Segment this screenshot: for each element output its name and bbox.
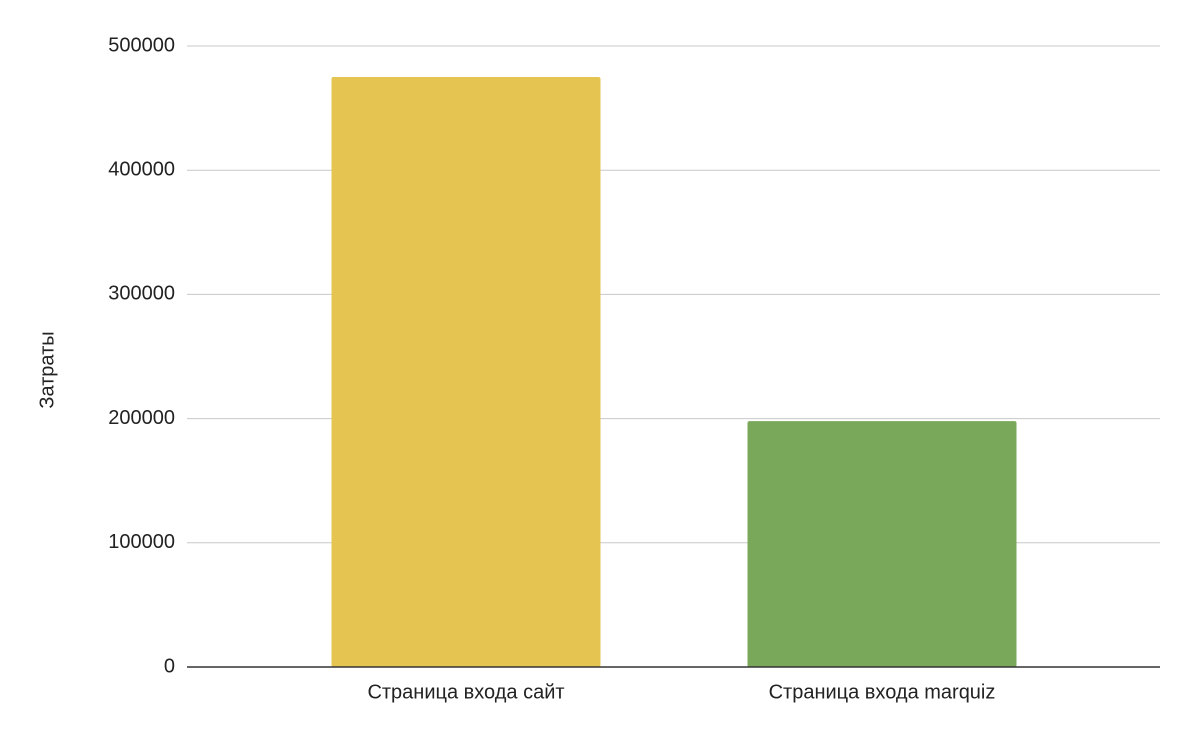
y-tick-label: 500000 <box>108 34 175 56</box>
x-tick-label: Страница входа сайт <box>367 681 564 703</box>
y-tick-label: 400000 <box>108 158 175 180</box>
y-tick-label: 0 <box>164 655 175 677</box>
bar <box>747 421 1017 667</box>
x-tick-label: Страница входа marquiz <box>769 681 996 703</box>
y-tick-label: 200000 <box>108 407 175 429</box>
bar <box>331 77 601 668</box>
y-axis-label: Затраты <box>36 331 58 408</box>
y-tick-label: 300000 <box>108 283 175 305</box>
y-tick-label: 100000 <box>108 531 175 553</box>
